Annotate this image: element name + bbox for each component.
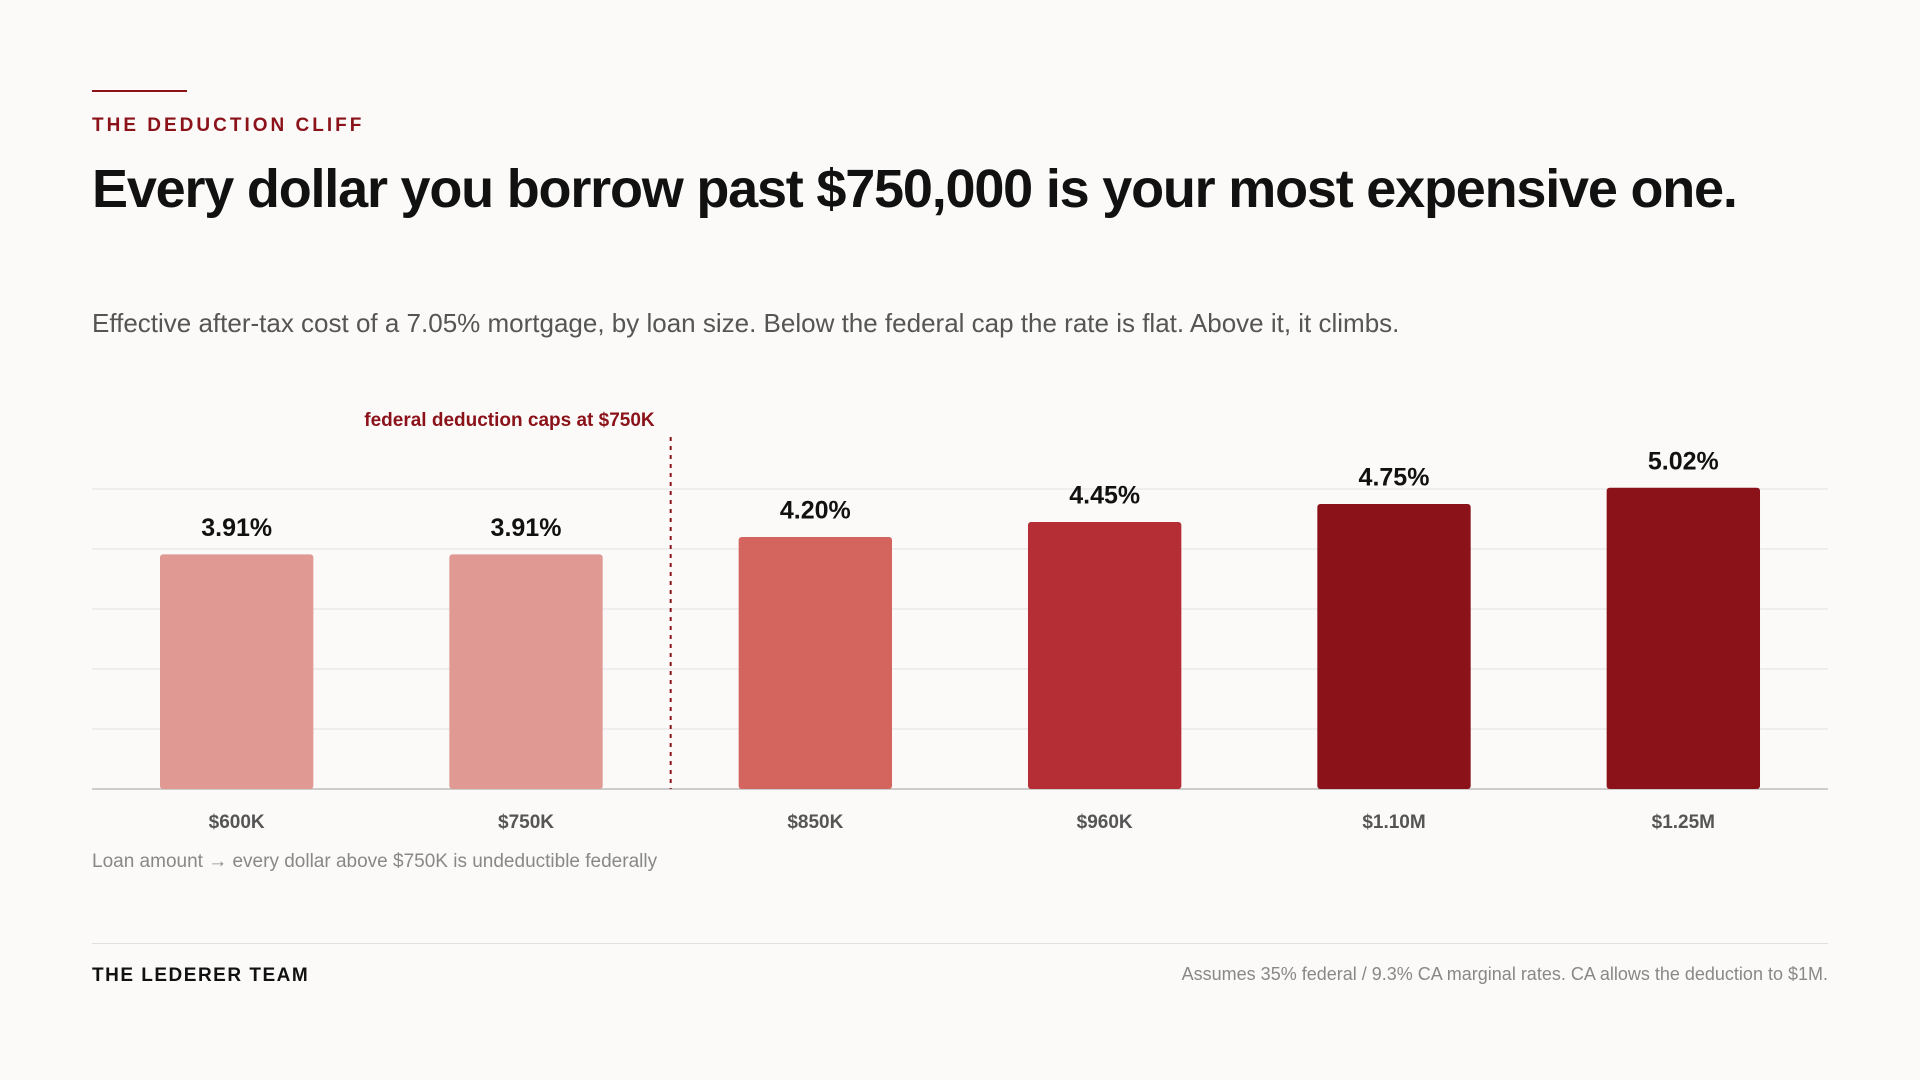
bar bbox=[1606, 487, 1761, 789]
brand: THE LEDERER TEAM bbox=[92, 965, 310, 986]
x-tick-label: $960K bbox=[1077, 812, 1133, 833]
footer-rule bbox=[92, 943, 1828, 944]
x-tick-label: $600K bbox=[209, 812, 265, 833]
value-label: 5.02% bbox=[1648, 447, 1719, 475]
bar bbox=[1027, 522, 1182, 789]
x-tick-label: $1.10M bbox=[1362, 812, 1425, 833]
kicker: THE DEDUCTION CLIFF bbox=[92, 115, 365, 136]
chart: federal deduction caps at $750K $600K 3.91… bbox=[92, 410, 1828, 872]
bar bbox=[1317, 504, 1471, 789]
value-label: 3.91% bbox=[201, 514, 272, 542]
x-tick-label: $1.25M bbox=[1652, 812, 1715, 833]
value-label: 4.75% bbox=[1359, 464, 1430, 492]
bar bbox=[738, 537, 893, 789]
x-tick-label: $750K bbox=[498, 812, 554, 833]
cap-annotation: federal deduction caps at $750K bbox=[364, 410, 655, 431]
value-label: 4.20% bbox=[780, 497, 851, 525]
bar bbox=[449, 554, 603, 789]
value-label: 3.91% bbox=[491, 514, 562, 542]
footnote: Assumes 35% federal / 9.3% CA marginal r… bbox=[1181, 964, 1828, 984]
headline: Every dollar you borrow past $750,000 is… bbox=[92, 159, 1738, 219]
bar bbox=[159, 554, 314, 789]
accent-rule bbox=[92, 90, 187, 92]
x-axis-label: Loan amount → every dollar above $750K i… bbox=[92, 851, 658, 872]
value-label: 4.45% bbox=[1069, 482, 1140, 510]
x-tick-label: $850K bbox=[787, 812, 843, 833]
subtitle: Effective after-tax cost of a 7.05% mort… bbox=[92, 308, 1400, 338]
